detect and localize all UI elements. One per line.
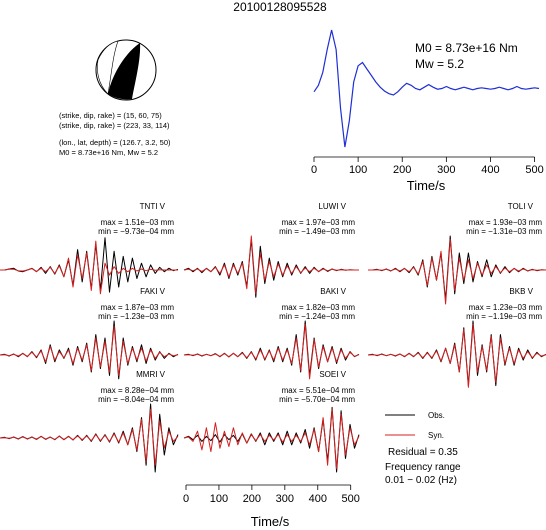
beachball-compressional-quadrant [108, 43, 141, 100]
source-parameters: (strike, dip, rake) = (15, 60, 75) (stri… [59, 111, 171, 157]
station-label: MMRI V [136, 370, 166, 379]
beachball-dilatational-quadrant [97, 40, 119, 95]
legend-obs-label: Obs. [428, 411, 445, 420]
nodal-plane-1: (strike, dip, rake) = (15, 60, 75) [59, 111, 162, 120]
time-tick-label: 0 [183, 493, 189, 505]
observed-waveform [183, 320, 360, 376]
stf-tick-label: 0 [311, 164, 317, 176]
focal-mechanism-beachball [95, 39, 157, 101]
stf-axis: 0 100 200 300 400 500 [311, 156, 544, 176]
stf-curve [313, 29, 540, 148]
station-label: FAKI V [140, 287, 166, 296]
time-tick-label: 200 [243, 493, 261, 505]
time-tick-label: 500 [342, 493, 360, 505]
min-amplitude-label: min = −1.24e−03 mm [279, 312, 355, 321]
max-amplitude-label: max = 1.93e−03 mm [469, 218, 543, 227]
max-amplitude-label: max = 1.97e−03 mm [282, 218, 356, 227]
observed-waveform [367, 320, 546, 387]
synthetic-waveform [367, 323, 546, 388]
stf-xlabel: Time/s [407, 178, 446, 193]
legend: Obs. Syn. Residual = 0.35 Frequency rang… [385, 411, 461, 486]
station-label: BKB V [509, 287, 533, 296]
location-depth: (lon., lat, depth) = (126.7, 3.2, 50) [59, 138, 171, 147]
stf-mw-label: Mw = 5.2 [415, 57, 464, 71]
stf-tick-label: 500 [525, 164, 543, 176]
min-amplitude-label: min = −8.04e−04 mm [98, 395, 174, 404]
synthetic-waveform [0, 408, 179, 466]
synthetic-waveform [183, 323, 360, 380]
min-amplitude-label: min = −1.49e−03 mm [279, 227, 355, 236]
station-label: LUWI V [318, 202, 346, 211]
station-label: SOEI V [319, 370, 346, 379]
max-amplitude-label: max = 1.51e−03 mm [101, 218, 175, 227]
residual-label: Residual = 0.35 [388, 447, 458, 458]
max-amplitude-label: max = 8.28e−04 mm [101, 386, 175, 395]
min-amplitude-label: min = −9.73e−04 mm [98, 227, 174, 236]
frequency-range-label: Frequency range [385, 462, 461, 473]
stf-tick-label: 300 [437, 164, 455, 176]
min-amplitude-label: min = −1.31e−03 mm [466, 227, 542, 236]
figure-title: 20100128095528 [233, 0, 327, 14]
max-amplitude-label: max = 5.51e−04 mm [282, 386, 356, 395]
waveform-time-axis: 0 100 200 300 400 500 [183, 484, 360, 505]
synthetic-waveform [0, 325, 179, 376]
stf-tick-label: 200 [393, 164, 411, 176]
min-amplitude-label: min = −1.19e−03 mm [466, 312, 542, 321]
synthetic-waveform [0, 240, 178, 295]
synthetic-waveform [183, 235, 359, 295]
max-amplitude-label: max = 1.82e−03 mm [282, 303, 356, 312]
legend-syn-label: Syn. [428, 431, 444, 440]
station-label: TOLI V [508, 202, 534, 211]
synthetic-waveform [368, 238, 546, 305]
station-label: TNTI V [140, 202, 166, 211]
stf-plot: 0 100 200 300 400 500 M0 = 8.73e+16 Nm Mw = 5… [311, 29, 544, 193]
time-tick-label: 400 [309, 493, 327, 505]
observed-waveform [0, 237, 179, 293]
stf-m0-label: M0 = 8.73e+16 Nm [415, 41, 518, 55]
nodal-plane-2: (strike, dip, rake) = (223, 33, 114) [59, 121, 170, 130]
waveform-xlabel: Time/s [251, 514, 290, 529]
max-amplitude-label: max = 1.87e−03 mm [101, 303, 175, 312]
min-amplitude-label: min = −1.23e−03 mm [98, 312, 174, 321]
frequency-range-value: 0.01 − 0.02 (Hz) [385, 475, 457, 486]
synthetic-waveform [183, 408, 360, 470]
time-tick-label: 300 [276, 493, 294, 505]
stf-tick-label: 400 [481, 164, 499, 176]
time-tick-label: 100 [210, 493, 228, 505]
station-label: BAKI V [320, 287, 346, 296]
moment-magnitude: M0 = 8.73e+16 Nm, Mw = 5.2 [59, 148, 158, 157]
min-amplitude-label: min = −5.70e−04 mm [279, 395, 355, 404]
max-amplitude-label: max = 1.23e−03 mm [469, 303, 543, 312]
stf-tick-label: 100 [349, 164, 367, 176]
